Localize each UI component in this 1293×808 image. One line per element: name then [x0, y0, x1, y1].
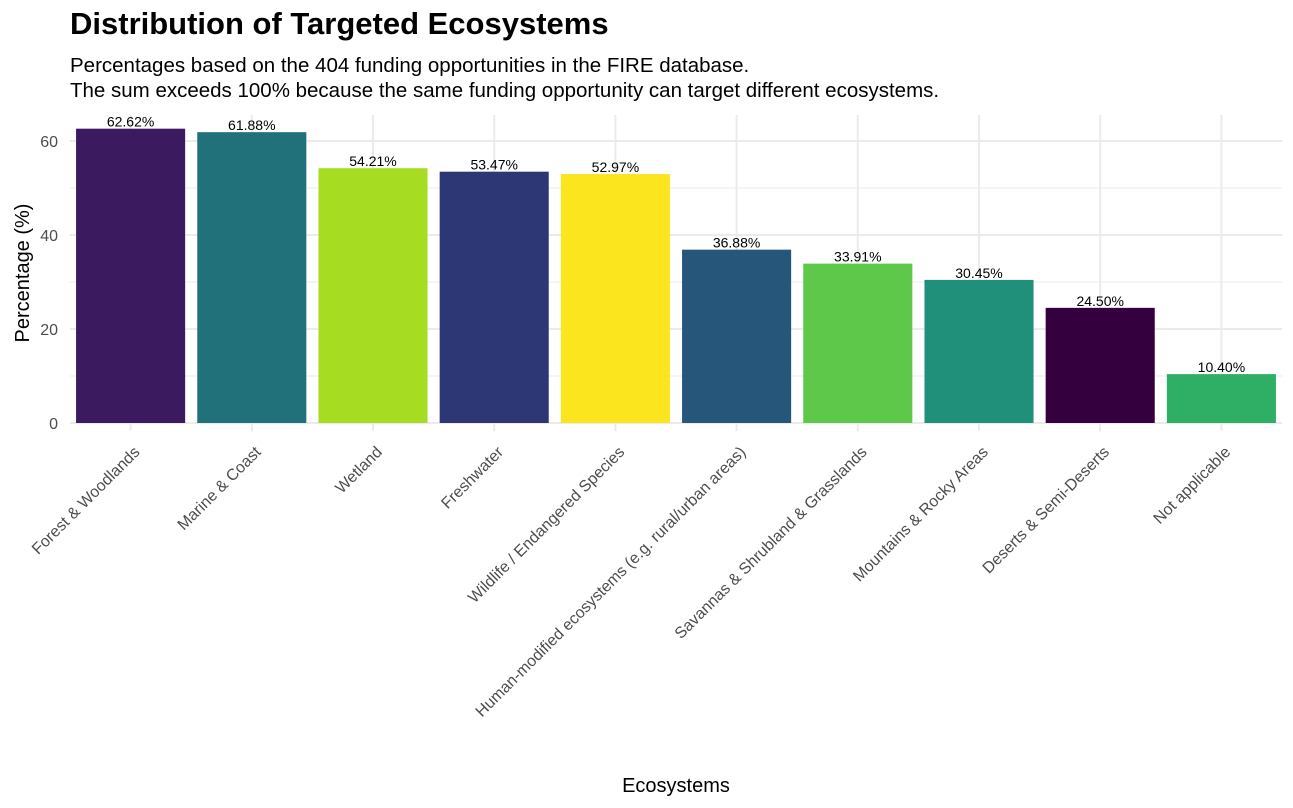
data-label: 24.50% — [1076, 293, 1123, 309]
data-label: 30.45% — [955, 265, 1002, 281]
data-label: 33.91% — [834, 249, 881, 265]
data-label: 36.88% — [713, 235, 760, 251]
x-tick-label: Human-modified ecosystems (e.g. rural/ur… — [473, 444, 750, 721]
bar-8 — [1045, 307, 1155, 423]
x-tick-label: Savannas & Shrubland & Grasslands — [672, 444, 871, 643]
bar-2 — [318, 168, 428, 423]
y-tick-label: 40 — [40, 228, 58, 245]
bars — [76, 128, 1276, 423]
x-tick-label: Freshwater — [438, 443, 507, 512]
chart-subtitle-line-1: Percentages based on the 404 funding opp… — [70, 54, 750, 77]
data-label: 53.47% — [470, 157, 517, 173]
x-tick-label: Wetland — [333, 444, 386, 497]
x-axis-label: Ecosystems — [622, 775, 730, 797]
bar-3 — [439, 171, 549, 423]
bar-1 — [197, 132, 307, 423]
y-tick-label: 20 — [40, 322, 58, 339]
bar-7 — [924, 279, 1034, 423]
x-axis-ticks: Forest & Woodlands Marine & Coast Wetland F… — [29, 443, 1234, 720]
data-label: 10.40% — [1198, 359, 1245, 375]
chart-title: Distribution of Targeted Ecosystems — [70, 6, 609, 41]
data-label: 52.97% — [592, 159, 639, 175]
x-tick-label: Not applicable — [1151, 444, 1235, 528]
x-tick-label: Marine & Coast — [175, 443, 265, 533]
chart-subtitle-line-2: The sum exceeds 100% because the same fu… — [70, 79, 940, 102]
bar-5 — [682, 249, 792, 423]
x-tick-label: Deserts & Semi-Deserts — [980, 444, 1113, 577]
y-axis-ticks: 0 20 40 60 — [40, 134, 58, 433]
data-label: 62.62% — [107, 114, 154, 130]
bar-6 — [803, 263, 913, 423]
bar-4 — [560, 174, 670, 423]
bar-9 — [1166, 374, 1276, 423]
data-label: 54.21% — [349, 153, 396, 169]
y-tick-label: 60 — [40, 134, 58, 151]
y-tick-label: 0 — [49, 416, 58, 433]
data-label: 61.88% — [228, 117, 275, 133]
x-tick-label: Mountains & Rocky Areas — [850, 444, 992, 586]
bar-0 — [76, 128, 186, 423]
x-tick-label: Forest & Woodlands — [29, 444, 143, 558]
y-axis-label: Percentage (%) — [12, 204, 34, 343]
data-labels: 62.62% 61.88% 54.21% 53.47% 52.97% 36.88% 33.9… — [107, 114, 1245, 375]
